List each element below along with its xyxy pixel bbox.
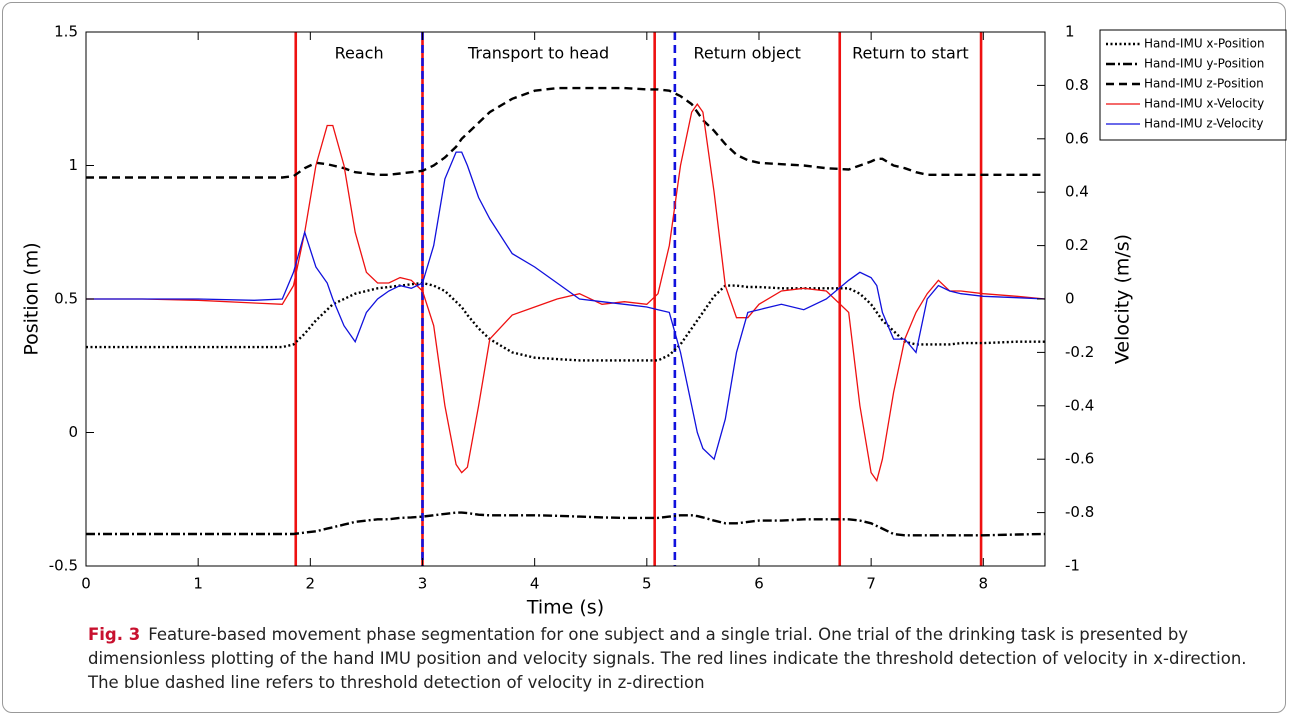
x-tick-label: 3 — [418, 575, 428, 593]
y2-tick-label: -1 — [1065, 557, 1080, 575]
series-line — [86, 511, 1046, 537]
y2-tick-label: 0.6 — [1065, 129, 1089, 147]
y2-tick-label: -0.6 — [1065, 450, 1094, 468]
legend-label: Hand-IMU z-Position — [1144, 77, 1264, 91]
y-tick-label: 1 — [68, 156, 78, 174]
x-tick-label: 6 — [754, 575, 764, 593]
y2-axis-label: Velocity (m/s) — [1112, 234, 1134, 364]
legend-box — [1099, 29, 1287, 141]
series-line — [86, 86, 1045, 179]
x-tick-label: 5 — [642, 575, 652, 593]
y-axis-label: Position (m) — [21, 242, 43, 355]
y-tick-label: 0 — [68, 423, 78, 441]
legend-label: Hand-IMU x-Position — [1144, 37, 1265, 51]
caption-label: Fig. 3 — [88, 625, 141, 644]
y2-tick-label: 0.8 — [1065, 76, 1089, 94]
series-line — [86, 281, 1045, 362]
x-tick-label: 8 — [979, 575, 989, 593]
plot-frame — [85, 31, 1046, 567]
y-tick-label: 1.5 — [54, 23, 78, 41]
x-tick-label: 1 — [193, 575, 203, 593]
caption-text: Feature-based movement phase segmentatio… — [88, 625, 1247, 692]
series-line — [86, 151, 1046, 461]
y2-tick-label: -0.2 — [1065, 343, 1094, 361]
y2-tick-label: -0.4 — [1065, 396, 1094, 414]
phase-label: Reach — [335, 44, 384, 63]
legend-label: Hand-IMU y-Position — [1144, 57, 1264, 71]
legend-label: Hand-IMU x-Velocity — [1144, 97, 1264, 111]
y2-tick-label: 0.2 — [1065, 236, 1089, 254]
phase-label: Return to start — [852, 44, 969, 63]
y-tick-label: -0.5 — [49, 557, 78, 575]
y-tick-label: 0.5 — [54, 290, 78, 308]
y2-tick-label: 1 — [1065, 23, 1075, 41]
x-tick-label: 7 — [866, 575, 876, 593]
x-tick-label: 4 — [530, 575, 540, 593]
chart: Reach Transport to head Return object Retur… — [21, 23, 1287, 619]
y2-tick-label: -0.8 — [1065, 503, 1094, 521]
x-tick-label: 2 — [306, 575, 316, 593]
phase-label: Transport to head — [467, 44, 609, 63]
x-axis-label: Time (s) — [526, 597, 604, 619]
caption: Fig. 3 Feature-based movement phase segme… — [88, 623, 1268, 695]
x-tick-label: 0 — [81, 575, 91, 593]
legend-label: Hand-IMU z-Velocity — [1144, 117, 1263, 131]
series-line — [86, 102, 1046, 483]
y2-tick-label: 0.4 — [1065, 183, 1089, 201]
phase-label: Return object — [693, 44, 800, 63]
y2-tick-label: 0 — [1065, 290, 1075, 308]
